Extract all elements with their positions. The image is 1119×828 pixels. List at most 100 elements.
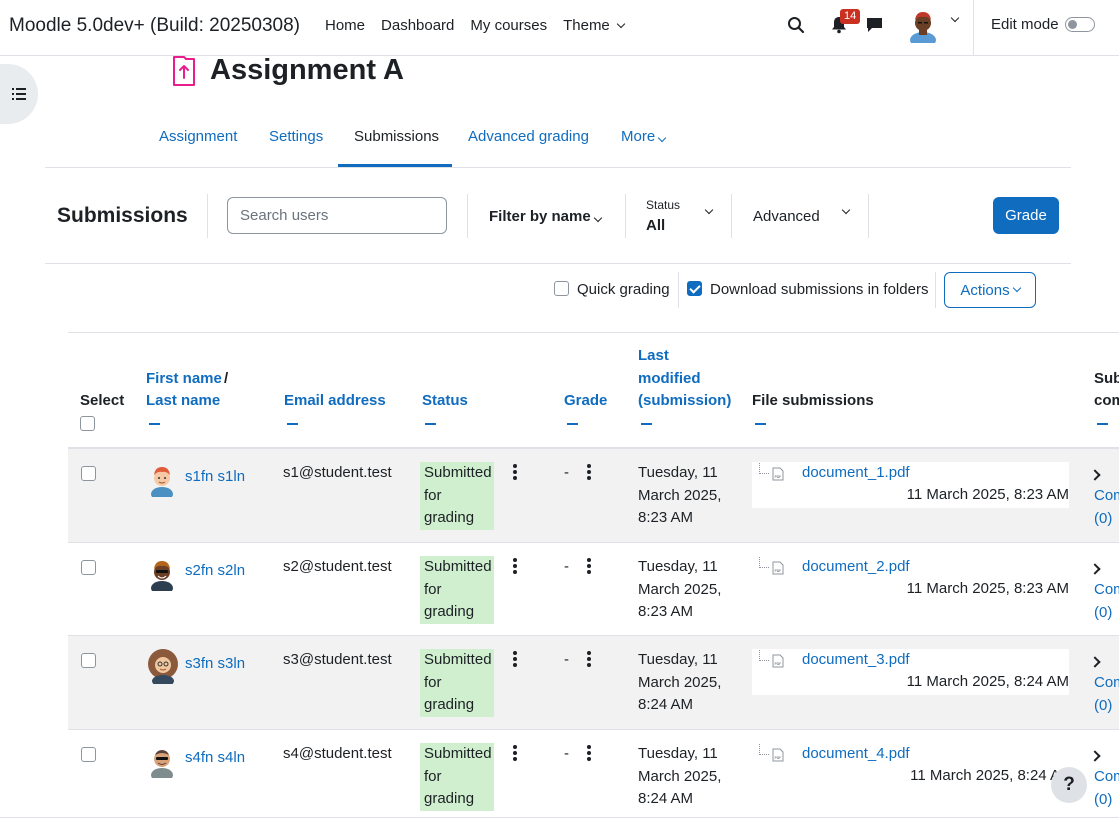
last-modified-sort-link-line3[interactable]: (submission) xyxy=(638,392,732,409)
collapse-column-icon[interactable] xyxy=(641,423,652,425)
row-select-checkbox[interactable] xyxy=(81,560,96,575)
status-line: for xyxy=(424,767,442,785)
site-name[interactable]: Moodle 5.0dev+ (Build: 20250308) xyxy=(9,15,301,36)
email-sort-link[interactable]: Email address xyxy=(284,392,386,409)
kebab-menu-icon[interactable] xyxy=(587,558,591,576)
kebab-menu-icon[interactable] xyxy=(587,464,591,482)
filter-by-name-dropdown[interactable]: Filter by name xyxy=(489,208,602,225)
row-select-checkbox[interactable] xyxy=(81,653,96,668)
last-modified-sort-link-line2[interactable]: modified xyxy=(638,370,701,387)
comments-link[interactable]: Com (0) xyxy=(1094,579,1119,624)
date-line: 8:24 AM xyxy=(638,696,694,713)
last-name-sort-link[interactable]: Last name xyxy=(146,392,221,409)
status-filter-value[interactable]: All xyxy=(646,217,666,234)
svg-text:PDF: PDF xyxy=(775,475,782,479)
message-icon[interactable] xyxy=(866,17,883,33)
kebab-menu-icon[interactable] xyxy=(587,745,591,763)
svg-text:PDF: PDF xyxy=(775,569,782,573)
collapse-column-icon[interactable] xyxy=(567,423,578,425)
status-sort-link[interactable]: Status xyxy=(422,392,468,409)
chevron-right-icon[interactable] xyxy=(1089,656,1101,668)
table-row: s3fn s3ln s3@student.test Submitted for … xyxy=(68,636,1119,730)
date-line: 8:23 AM xyxy=(638,509,694,526)
download-in-folders-checkbox[interactable] xyxy=(687,281,702,296)
file-link[interactable]: document_1.pdf xyxy=(802,464,910,481)
search-icon[interactable] xyxy=(787,16,805,34)
comments-line: Com xyxy=(1094,581,1119,598)
chevron-right-icon[interactable] xyxy=(1089,750,1101,762)
notification-count-badge: 14 xyxy=(840,9,861,24)
date-line: Tuesday, 11 xyxy=(638,651,718,668)
last-modified-sort-link-line1[interactable]: Last xyxy=(638,347,669,364)
tab-settings[interactable]: Settings xyxy=(269,128,324,145)
comments-line: (0) xyxy=(1094,603,1113,621)
assignment-icon xyxy=(173,56,195,86)
tab-advanced-grading[interactable]: Advanced grading xyxy=(468,128,589,145)
user-avatar[interactable] xyxy=(908,9,938,43)
top-navbar: Moodle 5.0dev+ (Build: 20250308) Home Da… xyxy=(0,0,1119,56)
nav-theme-menu[interactable]: Theme xyxy=(563,17,626,34)
status-line: for xyxy=(424,486,442,504)
date-line: 8:24 AM xyxy=(638,790,694,807)
index-drawer-icon xyxy=(12,88,26,100)
comments-link[interactable]: Com (0) xyxy=(1094,766,1119,811)
nav-home[interactable]: Home xyxy=(325,17,366,34)
filter-divider xyxy=(868,194,869,238)
date-line: 8:23 AM xyxy=(638,603,694,620)
collapse-column-icon[interactable] xyxy=(425,423,436,425)
user-menu-chevron-icon[interactable] xyxy=(950,13,960,23)
actions-dropdown-button[interactable]: Actions xyxy=(944,272,1036,308)
submission-comments-header-line1: Sub xyxy=(1094,370,1119,387)
kebab-menu-icon[interactable] xyxy=(513,464,517,482)
help-button[interactable]: ? xyxy=(1051,767,1087,803)
nav-dashboard[interactable]: Dashboard xyxy=(381,17,455,34)
options-divider xyxy=(935,272,936,308)
course-index-toggle[interactable] xyxy=(0,64,38,124)
comments-link[interactable]: Com (0) xyxy=(1094,672,1119,717)
comments-line: (0) xyxy=(1094,509,1113,527)
select-header: Select xyxy=(80,392,125,409)
select-all-checkbox[interactable] xyxy=(80,416,95,431)
pdf-icon: PDF xyxy=(772,654,784,668)
chevron-right-icon[interactable] xyxy=(1089,563,1101,575)
nav-my-courses[interactable]: My courses xyxy=(470,17,548,34)
search-users-input[interactable]: Search users xyxy=(227,197,447,234)
edit-mode-toggle[interactable] xyxy=(1065,17,1095,32)
file-link[interactable]: document_2.pdf xyxy=(802,558,910,575)
file-submission: PDF document_2.pdf 11 March 2025, 8:23 A… xyxy=(752,556,1069,602)
actions-button-label: Actions xyxy=(960,281,1010,299)
chevron-down-icon xyxy=(616,19,626,28)
user-name-link[interactable]: s3fn s3ln xyxy=(185,655,246,672)
user-name-link[interactable]: s2fn s2ln xyxy=(185,562,246,579)
quick-grading-checkbox[interactable] xyxy=(554,281,569,296)
row-select-checkbox[interactable] xyxy=(81,466,96,481)
quick-grading-label: Quick grading xyxy=(577,281,670,298)
file-link[interactable]: document_4.pdf xyxy=(802,745,910,762)
first-name-sort-link[interactable]: First name xyxy=(146,370,222,387)
kebab-menu-icon[interactable] xyxy=(513,651,517,669)
status-filter-label: Status xyxy=(646,198,681,212)
grade-button[interactable]: Grade xyxy=(993,197,1059,234)
file-link[interactable]: document_3.pdf xyxy=(802,651,910,668)
comments-link[interactable]: Com (0) xyxy=(1094,485,1119,530)
collapse-column-icon[interactable] xyxy=(287,423,298,425)
tab-assignment[interactable]: Assignment xyxy=(159,128,238,145)
kebab-menu-icon[interactable] xyxy=(587,651,591,669)
status-filter-chevron-icon[interactable] xyxy=(704,205,714,215)
kebab-menu-icon[interactable] xyxy=(513,745,517,763)
svg-text:PDF: PDF xyxy=(775,662,782,666)
tab-submissions[interactable]: Submissions xyxy=(354,128,440,145)
tab-more[interactable]: More xyxy=(621,128,667,145)
advanced-filter-chevron-icon[interactable] xyxy=(841,205,851,215)
collapse-column-icon[interactable] xyxy=(1097,423,1108,425)
collapse-column-icon[interactable] xyxy=(755,423,766,425)
chevron-right-icon[interactable] xyxy=(1089,469,1101,481)
collapse-column-icon[interactable] xyxy=(149,423,160,425)
advanced-filter-label[interactable]: Advanced xyxy=(753,208,820,225)
grade-sort-link[interactable]: Grade xyxy=(564,392,608,409)
row-select-checkbox[interactable] xyxy=(81,747,96,762)
comments-line: Com xyxy=(1094,674,1119,691)
kebab-menu-icon[interactable] xyxy=(513,558,517,576)
user-name-link[interactable]: s1fn s1ln xyxy=(185,468,246,485)
user-name-link[interactable]: s4fn s4ln xyxy=(185,749,246,766)
